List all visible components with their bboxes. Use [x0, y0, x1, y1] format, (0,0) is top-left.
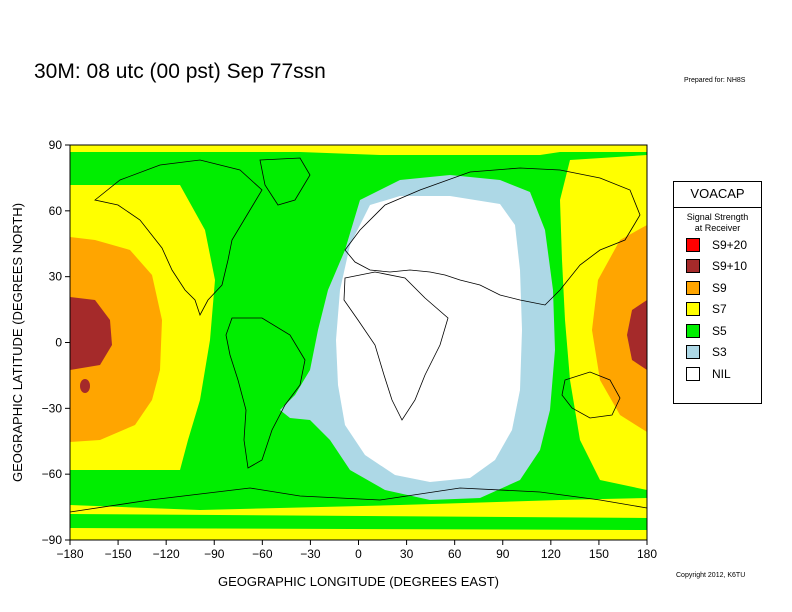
legend-swatch [686, 302, 700, 317]
legend-subtitle-line1: Signal Strength [686, 212, 749, 222]
legend-item-nil: NIL [674, 363, 761, 385]
legend-item-s9plus10: S9+10 [674, 256, 761, 278]
x-tick-label: 30 [400, 547, 414, 561]
continent-outlines [70, 157, 647, 513]
africa-outline [343, 271, 449, 421]
x-tick-label: −30 [300, 547, 321, 561]
coverage-s7-south-pole [70, 514, 647, 530]
x-tick-label: 180 [637, 547, 657, 561]
europe-asia-outline [344, 167, 641, 306]
y-axis-title: GEOGRAPHIC LATITUDE (DEGREES NORTH) [10, 203, 25, 482]
x-tick-label: −150 [105, 547, 132, 561]
x-tick-label: −120 [153, 547, 180, 561]
legend-item-s9plus20: S9+20 [674, 234, 761, 256]
legend-item-s5: S5 [674, 320, 761, 342]
south-america-outline [225, 317, 306, 469]
legend-swatch [686, 259, 700, 274]
legend-label: S9 [712, 280, 727, 295]
legend-subtitle-line2: at Receiver [694, 223, 741, 233]
x-tick-label: 90 [496, 547, 510, 561]
y-tick-label: 30 [49, 270, 63, 284]
y-tick-label: −60 [42, 467, 63, 481]
y-tick-label: 60 [49, 204, 63, 218]
legend-label: S3 [712, 345, 727, 360]
legend-swatch [686, 280, 700, 295]
coverage-s9plus10-west [70, 297, 112, 370]
legend-title: VOACAP [674, 182, 761, 208]
legend-swatch [686, 366, 700, 381]
coverage-s9plus10-east [627, 300, 647, 370]
x-tick-label: −60 [252, 547, 273, 561]
y-tick-label: −30 [42, 401, 63, 415]
antarctica-outline [70, 487, 647, 513]
x-tick-label: −90 [204, 547, 225, 561]
north-america-outline [94, 159, 263, 317]
coverage-s9-east [592, 225, 647, 432]
copyright-note: Copyright 2012, K6TU [676, 572, 746, 579]
legend-swatch [686, 345, 700, 360]
map-title: 30M: 08 utc (00 pst) Sep 77ssn [34, 60, 326, 83]
signal-legend: VOACAP Signal Strength at Receiver S9+20… [673, 181, 762, 404]
x-tick-label: 120 [541, 547, 561, 561]
coverage-s9plus10-spot [80, 379, 90, 393]
y-tick-label: −90 [42, 533, 63, 547]
coverage-s9-west [70, 237, 162, 442]
y-tick-label: 90 [49, 138, 63, 152]
y-axis-ticks: 90 60 30 0 −30 −60 −90 [42, 138, 70, 547]
y-tick-label: 0 [55, 336, 62, 350]
legend-item-s9: S9 [674, 277, 761, 299]
prepared-for-note: Prepared for: NH8S [684, 77, 746, 84]
legend-item-s7: S7 [674, 299, 761, 321]
legend-label: S7 [712, 302, 727, 317]
legend-swatch [686, 323, 700, 338]
coverage-s7-north-band [70, 145, 647, 155]
legend-subtitle: Signal Strength at Receiver [674, 212, 761, 234]
signal-coverage-area [70, 145, 647, 540]
legend-label: S9+20 [712, 237, 748, 252]
x-tick-label: 0 [355, 547, 362, 561]
coverage-nil-region [336, 196, 522, 482]
legend-label: NIL [712, 366, 731, 381]
x-axis-title: GEOGRAPHIC LONGITUDE (DEGREES EAST) [218, 574, 499, 589]
x-tick-label: 150 [589, 547, 609, 561]
greenland-outline [259, 157, 311, 206]
legend-label: S9+10 [712, 259, 748, 274]
legend-label: S5 [712, 323, 727, 338]
x-tick-label: −180 [56, 547, 83, 561]
australia-outline [561, 371, 621, 419]
legend-item-s3: S3 [674, 342, 761, 364]
legend-swatch [686, 237, 700, 252]
x-axis-ticks: −180 −150 −120 −90 −60 −30 0 30 60 90 120 150 180 [56, 540, 657, 561]
x-tick-label: 60 [448, 547, 462, 561]
